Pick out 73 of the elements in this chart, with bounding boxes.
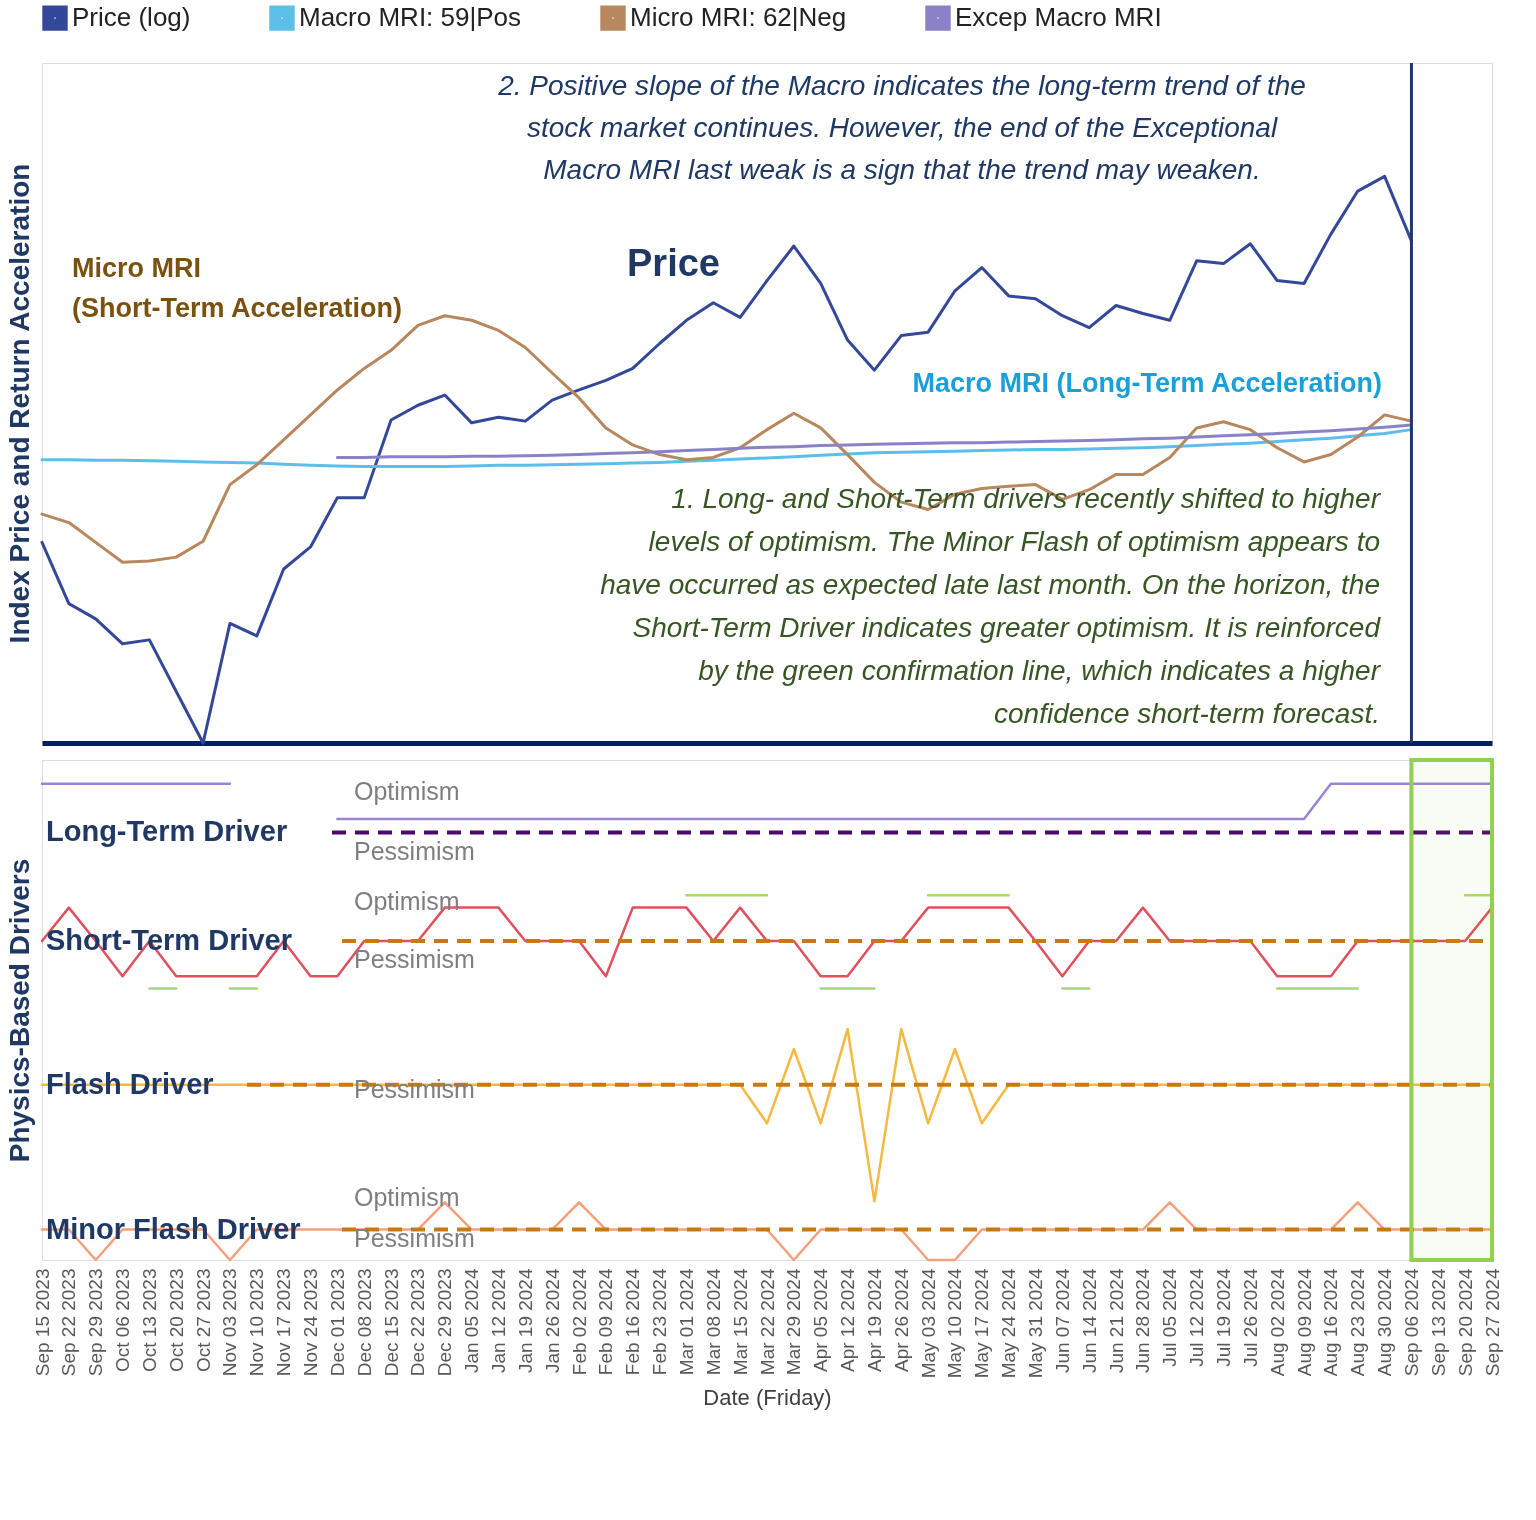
x-tick-label: Aug 02 2024 [1266,1268,1288,1377]
x-tick-label: Mar 22 2024 [756,1268,778,1376]
x-tick-label: Apr 26 2024 [890,1268,912,1373]
annotation: Price [627,242,720,284]
x-tick-label: Aug 23 2024 [1347,1268,1369,1377]
x-tick-label: May 17 2024 [971,1268,993,1379]
x-tick-label: Oct 27 2023 [192,1268,214,1373]
x-tick-label: Jul 19 2024 [1212,1268,1234,1367]
x-tick-label: Sep 27 2024 [1481,1268,1503,1377]
x-tick-label: Dec 15 2023 [380,1268,402,1377]
x-tick-label: Nov 10 2023 [246,1268,268,1377]
legend-label: Excep Macro MRI [955,2,1162,33]
x-tick-label: Mar 01 2024 [675,1268,697,1376]
x-tick-label: Jan 19 2024 [514,1268,536,1374]
y-axis-title: Index Price and Return Acceleration [3,163,35,644]
x-tick-label: Oct 06 2023 [112,1268,134,1373]
x-tick-label: May 24 2024 [998,1268,1020,1379]
legend-label: Micro MRI: 62|Neg [630,2,847,33]
x-tick-label: Sep 13 2024 [1427,1268,1449,1377]
x-tick-label: Dec 01 2023 [326,1268,348,1377]
x-tick-label: Nov 24 2023 [300,1268,322,1377]
x-tick-label: Dec 22 2023 [407,1268,429,1377]
x-tick-label: Jan 12 2024 [487,1268,509,1374]
x-tick-label: Sep 06 2024 [1400,1268,1422,1377]
x-tick-label: Nov 03 2023 [219,1268,241,1377]
x-tick-label: Oct 20 2023 [165,1268,187,1373]
annotation: Optimism [354,777,460,805]
x-tick-label: Jul 26 2024 [1239,1268,1261,1367]
x-tick-label: Feb 02 2024 [568,1268,590,1376]
x-tick-label: Dec 29 2023 [434,1268,456,1377]
x-tick-label: Sep 15 2023 [31,1268,53,1377]
x-tick-label: Mar 08 2024 [702,1268,724,1376]
annotation: Pessimism [354,1224,475,1252]
x-tick-label: Jun 21 2024 [1105,1268,1127,1374]
x-tick-label: Sep 20 2024 [1454,1268,1476,1377]
x-tick-label: Apr 19 2024 [863,1268,885,1373]
annotation: Micro MRI (Short-Term Acceleration) [72,253,403,323]
annotation: Macro MRI (Long-Term Acceleration) [912,368,1382,398]
annotation: Optimism [354,887,460,915]
x-tick-label: Aug 30 2024 [1374,1268,1396,1377]
x-tick-label: May 03 2024 [917,1268,939,1379]
x-tick-label: Mar 29 2024 [783,1268,805,1376]
x-tick-label: Dec 08 2023 [353,1268,375,1377]
x-tick-label: May 10 2024 [944,1268,966,1379]
x-tick-label: Jun 14 2024 [1078,1268,1100,1374]
ref-line-label: Long-Term Driver [46,815,288,848]
x-tick-label: Apr 12 2024 [837,1268,859,1373]
x-tick-label: Aug 09 2024 [1293,1268,1315,1377]
x-tick-label: Sep 22 2023 [58,1268,80,1377]
x-tick-label: Sep 29 2023 [85,1268,107,1377]
x-tick-label: Apr 05 2024 [810,1268,832,1373]
legend-label: Price (log) [72,2,191,33]
legend-label: Macro MRI: 59|Pos [299,2,522,33]
x-tick-label: Aug 16 2024 [1320,1268,1342,1377]
x-tick-label: Feb 23 2024 [649,1268,671,1376]
x-tick-label: Jul 12 2024 [1186,1268,1208,1367]
annotation: Pessimism [354,945,475,973]
x-tick-label: Feb 09 2024 [595,1268,617,1376]
x-tick-label: Nov 17 2023 [273,1268,295,1377]
x-tick-label: Jun 28 2024 [1132,1268,1154,1374]
annotation: Pessimism [354,837,475,865]
x-tick-label: Mar 15 2024 [729,1268,751,1376]
annotation: 2. Positive slope of the Macro indicates the long-term trend of the stock market continues. However, the end of the Exceptional Macro MRI last weak is a sign that the trend may weaken. [497,70,1306,185]
x-tick-label: May 31 2024 [1025,1268,1047,1379]
annotation: Optimism [354,1183,460,1211]
x-tick-label: Jun 07 2024 [1051,1268,1073,1374]
x-tick-label: Jan 05 2024 [461,1268,483,1374]
x-tick-label: Feb 16 2024 [622,1268,644,1376]
y-axis-title: Physics-Based Drivers [3,858,35,1163]
x-tick-label: Oct 13 2023 [138,1268,160,1373]
x-tick-label: Jul 05 2024 [1159,1268,1181,1367]
x-tick-label: Jan 26 2024 [541,1268,563,1374]
x-axis-title: Date (Friday) [703,1385,832,1411]
